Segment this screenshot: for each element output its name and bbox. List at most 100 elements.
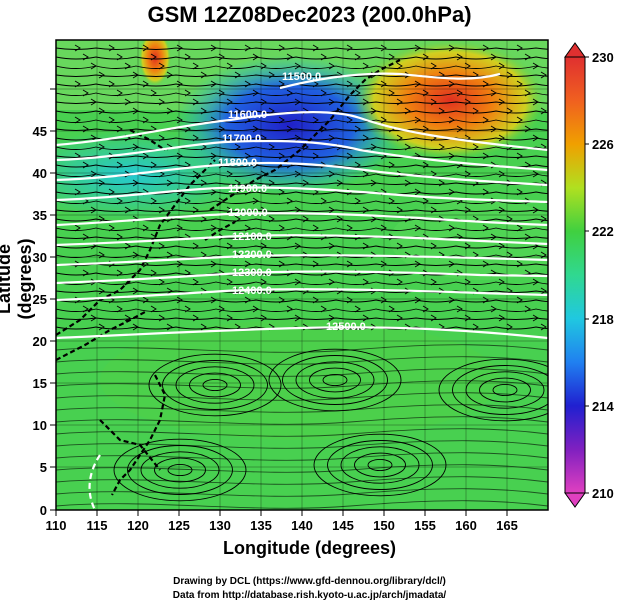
flow-arrow: [192, 62, 199, 70]
flow-arrow: [116, 269, 123, 277]
flow-arrow: [380, 116, 387, 124]
flow-arrow: [200, 71, 207, 79]
flow-arrow: [472, 71, 479, 79]
flow-arrow: [124, 206, 131, 214]
y-tick-25: 25: [33, 292, 47, 307]
flow-arrow: [74, 44, 81, 52]
flow-arrow: [260, 62, 267, 70]
flow-arrow: [244, 296, 251, 304]
streamline: [56, 464, 548, 473]
x-tick-120: 120: [127, 518, 149, 533]
x-tick-165: 165: [496, 518, 518, 533]
streamline: [56, 299, 548, 303]
flow-arrow: [482, 224, 489, 232]
flow-arrow: [404, 179, 411, 187]
colorbar-tick-218: 218: [592, 312, 614, 327]
flow-arrow: [226, 278, 233, 286]
streamline: [56, 83, 548, 87]
flow-arrow: [176, 116, 183, 124]
streamline: [56, 254, 548, 258]
flow-arrow: [176, 152, 183, 160]
flow-arrow: [448, 80, 455, 88]
flow-arrow: [396, 98, 403, 106]
flow-arrow: [414, 44, 421, 52]
flow-arrow: [482, 260, 489, 268]
flow-arrow: [244, 224, 251, 232]
streamline: [56, 65, 548, 69]
flow-arrow: [532, 98, 539, 106]
flow-arrow: [414, 116, 421, 124]
flow-arrow: [362, 134, 369, 142]
flow-arrow: [464, 278, 471, 286]
flow-arrow: [166, 71, 173, 79]
flow-arrow: [82, 233, 89, 241]
flow-arrow: [142, 44, 149, 52]
flow-arrow: [370, 215, 377, 223]
flow-arrow: [116, 161, 123, 169]
flow-arrow: [302, 71, 309, 79]
flow-arrow: [456, 305, 463, 313]
streamline: [56, 191, 548, 195]
x-tick-110: 110: [46, 518, 67, 533]
flow-arrow: [226, 98, 233, 106]
flow-arrow: [482, 296, 489, 304]
flow-arrow: [430, 170, 437, 178]
flow-arrow: [346, 80, 353, 88]
streamline: [56, 380, 548, 389]
flow-arrow: [82, 305, 89, 313]
flow-arrow: [244, 152, 251, 160]
flow-arrow: [422, 53, 429, 61]
flow-arrow: [260, 278, 267, 286]
flow-arrow: [320, 305, 327, 313]
flow-arrow: [346, 116, 353, 124]
flow-arrow: [448, 116, 455, 124]
flow-arrow: [448, 44, 455, 52]
flow-arrow: [396, 206, 403, 214]
streamline: [56, 500, 548, 509]
eddy-streamline: [113, 438, 247, 502]
flow-arrow: [540, 107, 547, 115]
streamline: [56, 56, 548, 60]
flow-arrow: [294, 170, 301, 178]
flow-arrow: [396, 278, 403, 286]
flow-arrow: [184, 269, 191, 277]
flow-arrow: [532, 170, 539, 178]
flow-arrow: [414, 188, 421, 196]
flow-arrow: [90, 98, 97, 106]
flow-arrow: [176, 80, 183, 88]
flow-arrow: [464, 98, 471, 106]
contour-label-11700: 11700.0: [222, 133, 261, 145]
flow-arrow: [90, 62, 97, 70]
flow-arrow: [482, 44, 489, 52]
contour-label-11800: 11800.0: [218, 157, 257, 169]
flow-arrow: [524, 161, 531, 169]
flow-arrow: [166, 323, 173, 331]
flow-arrow: [524, 89, 531, 97]
credit-drawing: Drawing by DCL (https://www.gfd-dennou.o…: [173, 576, 446, 587]
flow-arrow: [430, 278, 437, 286]
flow-arrow: [328, 62, 335, 70]
flow-arrow: [192, 278, 199, 286]
streamline: [56, 272, 548, 276]
y-tick-10: 10: [33, 418, 47, 433]
flow-arrow: [472, 107, 479, 115]
flow-arrow: [192, 98, 199, 106]
flow-arrow: [176, 44, 183, 52]
x-ticks: [55, 510, 508, 516]
grid-lines: [56, 40, 548, 510]
streamline: [56, 209, 548, 212]
flow-arrow: [252, 53, 259, 61]
flow-arrow: [116, 89, 123, 97]
flow-arrow: [74, 188, 81, 196]
flow-arrow: [302, 215, 309, 223]
contour-label-12500: 12500.0: [326, 321, 366, 333]
flow-arrow: [210, 44, 217, 52]
flow-arrow: [158, 170, 165, 178]
flow-arrow: [98, 323, 105, 331]
flow-arrow: [142, 224, 149, 232]
x-tick-130: 130: [209, 518, 231, 533]
orange-west-region: [139, 40, 171, 86]
eddy-streamline: [189, 372, 241, 398]
flow-arrow: [464, 314, 471, 322]
flow-arrow: [532, 62, 539, 70]
